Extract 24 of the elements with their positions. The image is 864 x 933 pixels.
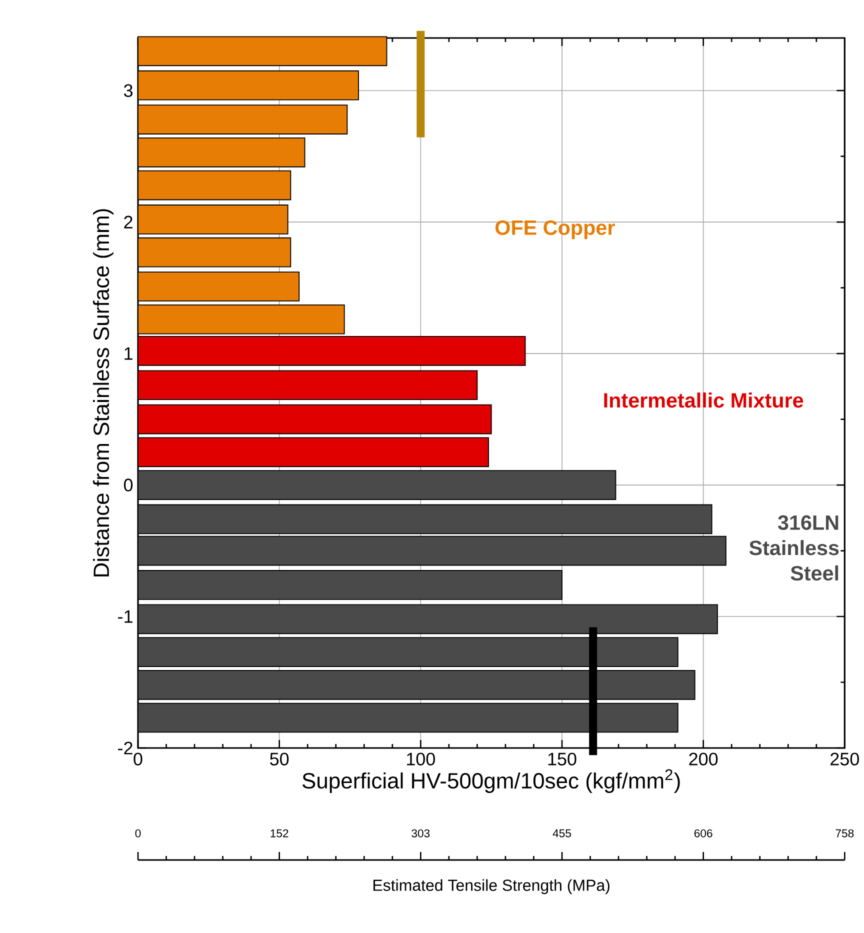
y-tick-label: -2	[118, 742, 132, 754]
y-tick-label: 0	[124, 478, 133, 492]
text: 606	[694, 829, 712, 838]
text: 758	[836, 829, 854, 838]
text: Intermetallic Mixture	[604, 392, 804, 408]
text: 0	[135, 829, 141, 838]
text: Estimated Tensile Strength (MPa)	[373, 879, 610, 894]
text: 303	[412, 829, 430, 838]
x-tick-label: 50	[270, 752, 289, 766]
x-tick-label: 100	[407, 752, 435, 766]
x-tick-label: 200	[689, 752, 718, 766]
text: 455	[552, 829, 571, 838]
y-tick-label: -1	[118, 610, 132, 623]
text: OFE Copper	[496, 220, 615, 240]
y-axis-title: Distance from Stainless Surface (mm)	[92, 209, 114, 576]
legend-label: 316LN Stainless Steel	[749, 515, 839, 581]
x-tick-label: 0	[134, 752, 142, 766]
y-tick-label: 3	[124, 84, 132, 97]
x-tick-label: 150	[548, 752, 576, 766]
x-axis-title: Superficial HV-500gm/10sec (kgf/mm$^{2}$)	[302, 769, 680, 793]
x-tick-label: 250	[830, 752, 859, 766]
y-tick-label: 1	[124, 347, 132, 360]
y-tick-label: 2	[124, 216, 132, 228]
text: 152	[270, 829, 288, 838]
